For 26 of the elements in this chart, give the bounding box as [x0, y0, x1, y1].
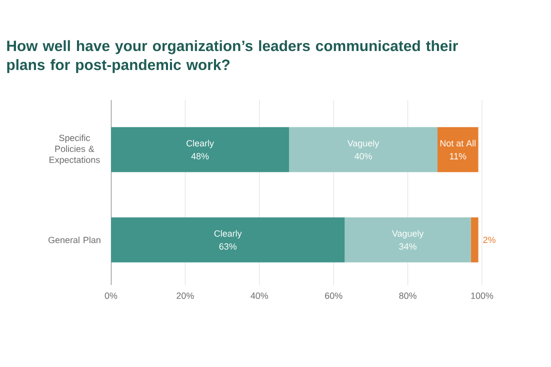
- y-tick-label: General Plan: [48, 236, 100, 244]
- bar: [470, 217, 478, 262]
- series-label: Not at All: [440, 140, 476, 146]
- x-tick-label: 60%: [325, 292, 342, 299]
- y-tick-label: Specific Policies & Expectations: [50, 134, 100, 165]
- bar: [344, 217, 471, 262]
- x-tick-label: 20%: [176, 292, 194, 299]
- series-label: Vaguely: [392, 230, 424, 238]
- x-tick-label: 80%: [399, 292, 416, 299]
- data-label: 40%: [354, 153, 372, 160]
- text: Vaguely: [347, 140, 380, 148]
- x-tick-label: 40%: [250, 292, 268, 299]
- bar: [289, 127, 438, 172]
- x-tick-label: 0%: [104, 292, 118, 299]
- data-label: 63%: [219, 243, 237, 250]
- chart-title: How well have your organization’s leaders communicated their plans for post-pandemic work?: [7, 40, 458, 74]
- text: Clearly: [186, 140, 214, 148]
- series-label: Clearly: [214, 230, 242, 238]
- data-label: 48%: [191, 153, 209, 160]
- bar: [111, 127, 290, 172]
- bar: [437, 127, 478, 172]
- data-label: 2%: [483, 236, 496, 244]
- x-tick-label: 100%: [471, 292, 494, 299]
- data-label: 11%: [450, 153, 466, 160]
- bar: [111, 217, 345, 262]
- data-label: 34%: [399, 243, 416, 250]
